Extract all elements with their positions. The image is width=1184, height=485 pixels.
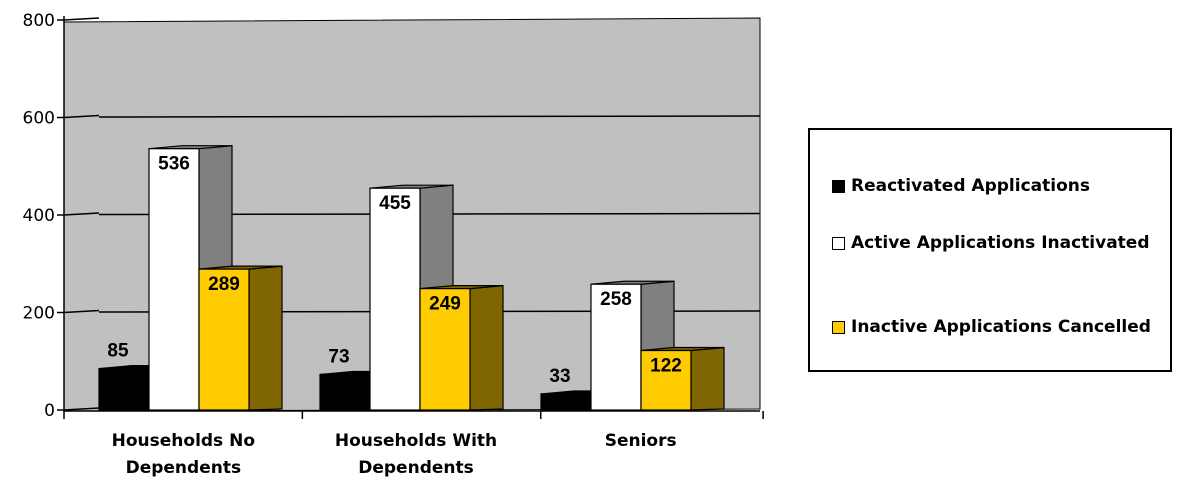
data-label-active-inactivated: 455: [379, 193, 411, 214]
data-label-inactive-cancelled: 289: [208, 274, 240, 295]
legend: Reactivated Applications Active Applicat…: [808, 128, 1172, 372]
legend-swatch-active-inactivated: [832, 236, 845, 250]
y-tick-depth-line: [63, 309, 100, 314]
bar-side-inactive-cancelled: [690, 346, 725, 411]
bar-reactivated: [540, 393, 592, 411]
bars: [98, 145, 725, 411]
legend-label-inactive-cancelled: Inactive Applications Cancelled: [851, 317, 1151, 337]
x-tick-label: Dependents: [126, 458, 242, 478]
y-tick-depth-line: [63, 17, 100, 21]
y-tick-label: 0: [44, 401, 55, 421]
data-label-active-inactivated: 536: [158, 154, 190, 175]
data-label-reactivated: 33: [549, 366, 570, 387]
y-tick-label: 600: [23, 109, 55, 129]
bar-active-inactivated: [369, 187, 421, 411]
axes: 0 200 400 600 800 Households No Dependents Hous…: [23, 11, 764, 478]
bar-reactivated: [319, 373, 371, 411]
legend-label-reactivated: Reactivated Applications: [851, 176, 1090, 196]
bar-inactive-cancelled: [640, 349, 692, 411]
legend-swatch-reactivated: [832, 179, 845, 193]
gridline: [98, 115, 761, 118]
data-label-inactive-cancelled: 249: [429, 294, 461, 315]
bar-inactive-cancelled: [419, 288, 471, 411]
legend-swatch-inactive-cancelled: [832, 320, 845, 334]
x-tick-label: Households No: [112, 431, 255, 451]
y-tick-label: 400: [23, 206, 55, 226]
bar-side-inactive-cancelled: [469, 284, 504, 411]
legend-item-reactivated: Reactivated Applications: [832, 175, 1090, 197]
bar-active-inactivated: [148, 148, 200, 411]
x-tick-label: Dependents: [358, 458, 474, 478]
y-tick-depth-line: [63, 114, 100, 119]
data-label-inactive-cancelled: 122: [650, 356, 682, 377]
bar-inactive-cancelled: [198, 268, 250, 411]
bar-reactivated: [98, 367, 150, 411]
bar-side-inactive-cancelled: [248, 265, 283, 411]
legend-label-active-inactivated: Active Applications Inactivated: [851, 233, 1150, 253]
y-tick-label: 800: [23, 11, 55, 31]
x-tick-label: Seniors: [605, 431, 677, 451]
data-label-reactivated: 73: [328, 346, 349, 367]
y-tick-label: 200: [23, 304, 55, 324]
bar-active-inactivated: [590, 283, 642, 411]
legend-item-active-inactivated: Active Applications Inactivated: [832, 232, 1150, 254]
data-label-active-inactivated: 258: [600, 289, 632, 310]
data-label-reactivated: 85: [107, 341, 129, 362]
legend-item-inactive-cancelled: Inactive Applications Cancelled: [832, 316, 1151, 338]
data-labels: 85 536 289 73 455 249 33 258 122: [107, 154, 681, 387]
x-tick-label: Households With: [335, 431, 497, 451]
y-tick-depth-line: [63, 407, 100, 411]
y-tick-depth-line: [63, 212, 100, 216]
